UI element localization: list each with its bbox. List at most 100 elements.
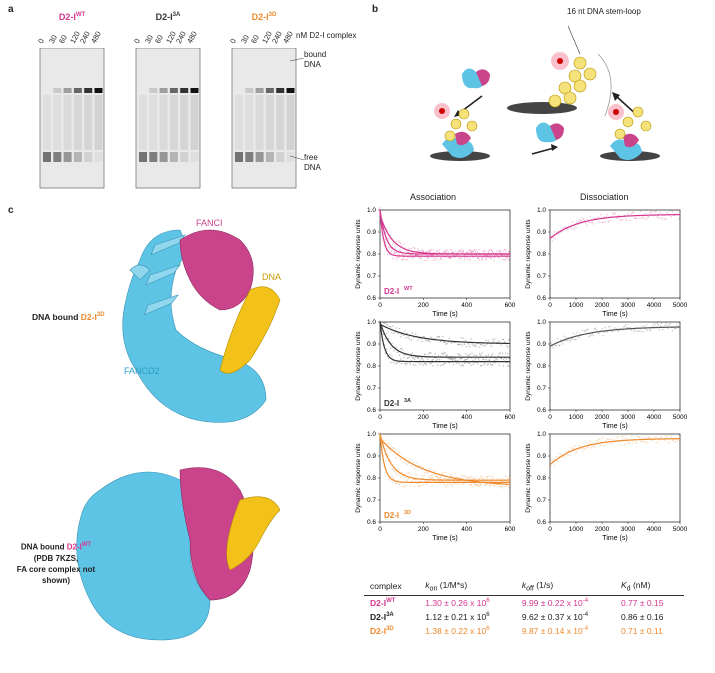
data-point: [588, 335, 590, 338]
data-point: [483, 358, 485, 361]
data-point: [451, 485, 454, 488]
data-point: [501, 481, 504, 483]
top-caption-name: D2-I: [80, 312, 97, 322]
data-point: [423, 336, 426, 338]
data-point: [408, 338, 410, 340]
data-point: [587, 328, 589, 330]
data-point: [391, 468, 393, 470]
data-point: [459, 476, 461, 479]
x-axis-label: Time (s): [602, 423, 627, 430]
data-point: [456, 476, 458, 478]
y-axis-label: Dynamic response units: [355, 331, 362, 401]
data-point: [635, 442, 638, 445]
data-point: [671, 210, 674, 213]
data-point: [379, 440, 381, 442]
data-point: [628, 442, 630, 445]
data-point: [498, 353, 500, 355]
data-point: [470, 249, 472, 252]
data-point: [485, 339, 487, 341]
data-point: [500, 357, 503, 360]
data-point: [396, 256, 399, 259]
conc-unit-label: nM D2-I complex: [296, 31, 357, 40]
data-point: [631, 212, 634, 214]
structure-top: [122, 229, 281, 423]
data-point: [482, 479, 484, 481]
gel-title-wt-base: D2-I: [58, 12, 76, 22]
data-point: [448, 361, 451, 364]
data-point: [473, 249, 475, 251]
data-point: [439, 340, 442, 343]
data-point: [381, 442, 383, 444]
data-point: [560, 452, 562, 455]
data-point: [643, 218, 645, 220]
data-point: [647, 437, 650, 439]
data-point: [478, 249, 481, 251]
data-point: [402, 253, 404, 256]
data-point: [552, 458, 554, 460]
data-point: [464, 481, 467, 484]
data-point: [598, 332, 600, 335]
stemloop-pointer: [567, 25, 581, 55]
data-point: [622, 326, 625, 328]
data-point: [593, 217, 596, 220]
row-3d-kon-exp: 6: [486, 625, 490, 632]
data-point: [426, 254, 429, 256]
x-tick-label: 600: [505, 414, 516, 421]
data-point: [553, 464, 556, 466]
data-point: [451, 251, 454, 253]
data-point: [469, 346, 471, 348]
data-point: [458, 363, 460, 365]
data-point: [498, 484, 500, 486]
data-point: [508, 475, 510, 478]
data-point: [480, 364, 482, 367]
series-tag-sup: WT: [404, 286, 413, 292]
data-point: [399, 348, 402, 350]
data-point: [460, 474, 462, 476]
data-point: [475, 484, 478, 486]
data-point: [555, 344, 558, 347]
bound-dna-label-2: DNA: [304, 60, 321, 69]
data-point: [658, 217, 661, 219]
data-point: [581, 217, 584, 220]
data-point: [482, 360, 484, 363]
data-point: [448, 255, 451, 257]
data-point: [436, 475, 439, 477]
panel-label-a: a: [8, 4, 14, 15]
free-band: [63, 152, 72, 162]
data-point: [411, 253, 414, 256]
data-point: [557, 344, 560, 346]
smear: [276, 95, 285, 150]
data-point: [549, 467, 551, 470]
data-point: [506, 255, 508, 258]
data-point: [419, 250, 421, 252]
data-point: [405, 364, 407, 366]
free-band: [139, 152, 147, 162]
data-point: [630, 329, 632, 331]
data-point: [379, 207, 381, 209]
data-point: [604, 439, 606, 442]
data-point: [400, 244, 403, 247]
data-point: [420, 466, 422, 468]
data-point: [493, 256, 495, 259]
data-point: [494, 361, 496, 364]
data-point: [391, 355, 393, 357]
data-point: [425, 251, 428, 253]
data-point: [590, 447, 592, 449]
data-point: [657, 442, 660, 444]
data-point: [578, 337, 580, 339]
data-point: [417, 248, 419, 250]
data-point: [469, 484, 471, 486]
y-tick-label: 1.0: [537, 431, 546, 438]
data-point: [464, 359, 467, 361]
data-point: [449, 483, 452, 486]
data-point: [425, 481, 428, 484]
data-point: [463, 475, 466, 477]
data-point: [403, 354, 405, 356]
kinetics-table-wrap: complex kon (1/M*s) koff (1/s) Kd (nM) D…: [364, 578, 684, 638]
data-point: [471, 251, 473, 253]
data-point: [435, 476, 438, 478]
data-point: [458, 249, 460, 252]
data-point: [417, 254, 419, 257]
gel-title-3a: D2-I3A: [136, 12, 200, 22]
data-point: [429, 469, 431, 471]
